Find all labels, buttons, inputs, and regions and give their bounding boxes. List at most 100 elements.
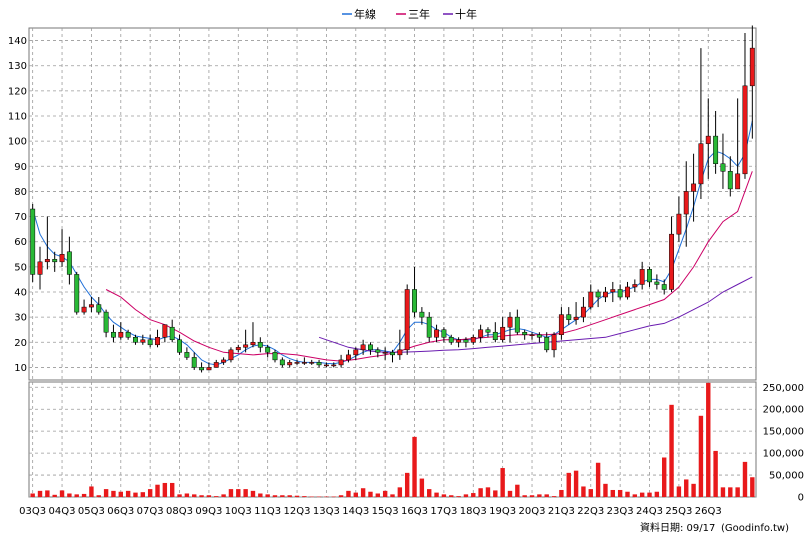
- candle-body: [338, 359, 344, 366]
- candle-body: [272, 352, 278, 361]
- candle: [301, 357, 307, 365]
- x-tick-label: 23Q3: [607, 506, 634, 517]
- ma-10y-line: [318, 276, 753, 353]
- volume-bar: [96, 495, 101, 497]
- candle: [103, 309, 109, 338]
- volume-bar: [280, 495, 285, 497]
- candle: [368, 342, 373, 355]
- price-frame: [28, 27, 757, 381]
- candle: [287, 359, 293, 368]
- candle: [133, 334, 138, 345]
- volume-bar: [309, 496, 314, 498]
- volume-bar: [360, 488, 366, 497]
- candle-body: [617, 289, 623, 298]
- candle: [441, 327, 447, 343]
- volume-bar: [258, 493, 263, 497]
- candle-body: [309, 362, 315, 364]
- candle: [691, 153, 697, 222]
- candle-body: [81, 306, 87, 313]
- candle: [316, 359, 322, 368]
- candle-body: [404, 289, 410, 351]
- candle-body: [213, 362, 219, 368]
- volume-grid: [28, 381, 757, 498]
- x-tick-label: 12Q3: [284, 506, 311, 517]
- source-site: (Goodinfo.tw): [721, 523, 789, 534]
- candle: [742, 33, 748, 179]
- candle: [44, 216, 50, 270]
- legend-item-0: 年線: [342, 7, 376, 21]
- volume-bar: [639, 492, 645, 497]
- volume-axis: 0 50,000 100,000 150,000 200,000 250,000: [763, 383, 804, 504]
- candle-body: [544, 337, 550, 351]
- price-tick-label: 40: [14, 288, 27, 299]
- candle: [397, 329, 403, 360]
- volume-bar: [485, 487, 491, 497]
- candle: [536, 332, 542, 343]
- volume-bar: [140, 492, 146, 497]
- volume-tick-label: 0: [798, 493, 804, 504]
- candle-body: [735, 173, 741, 190]
- candle-body: [228, 349, 234, 361]
- candle: [243, 329, 249, 353]
- candle: [426, 312, 432, 343]
- candle: [514, 309, 520, 335]
- volume-bar: [331, 496, 336, 498]
- candle: [573, 302, 579, 325]
- candle: [603, 286, 608, 303]
- price-tick-label: 100: [8, 137, 27, 148]
- x-tick-label: 25Q3: [665, 506, 692, 517]
- candle-body: [133, 337, 138, 343]
- x-tick-label: 24Q3: [636, 506, 663, 517]
- volume-bar: [368, 491, 373, 497]
- volume-bar: [500, 468, 505, 497]
- candle: [698, 48, 704, 199]
- candle-body: [551, 334, 557, 351]
- volume-bar: [390, 494, 395, 497]
- volume-bar: [662, 457, 667, 497]
- candle: [309, 359, 315, 365]
- volume-bar: [67, 493, 72, 497]
- candle: [588, 284, 594, 310]
- volume-bar: [111, 490, 116, 497]
- candle-body: [110, 331, 116, 338]
- candle-body: [44, 259, 50, 263]
- volume-bar: [434, 492, 439, 497]
- legend-item-2: 十年: [443, 7, 477, 21]
- price-tick-label: 120: [8, 86, 27, 97]
- x-tick-label: 07Q3: [137, 506, 164, 517]
- candle: [478, 324, 484, 343]
- price-tick-label: 80: [14, 187, 27, 198]
- candle-body: [419, 311, 425, 318]
- candle-body: [331, 364, 337, 367]
- x-tick-label: 13Q3: [313, 506, 340, 517]
- candle-body: [118, 331, 124, 338]
- volume-bar: [316, 496, 322, 498]
- candle: [162, 324, 168, 343]
- candle: [125, 329, 131, 340]
- candle-body: [426, 316, 432, 338]
- candle-body: [66, 251, 72, 275]
- candle: [199, 362, 205, 373]
- candle: [507, 312, 513, 343]
- volume-bar: [199, 495, 204, 497]
- candle-body: [323, 364, 329, 367]
- candle-body: [654, 281, 660, 285]
- volume-bar: [573, 470, 579, 497]
- x-tick-label: 22Q3: [577, 506, 604, 517]
- x-tick-label: 20Q3: [519, 506, 546, 517]
- volume-bar: [706, 382, 711, 497]
- volume-bar: [81, 493, 87, 497]
- candle-body: [221, 359, 227, 363]
- volume-bar: [647, 492, 652, 497]
- volume-bar: [478, 488, 483, 497]
- ma-year-line: [32, 120, 753, 366]
- volume-bar: [566, 472, 571, 497]
- candle: [720, 133, 726, 189]
- candle-body: [353, 349, 359, 356]
- candle: [279, 357, 285, 368]
- candle-body: [59, 254, 65, 263]
- candle-body: [500, 326, 506, 341]
- candle: [147, 334, 153, 348]
- volume-tick-label: 200,000: [763, 405, 804, 416]
